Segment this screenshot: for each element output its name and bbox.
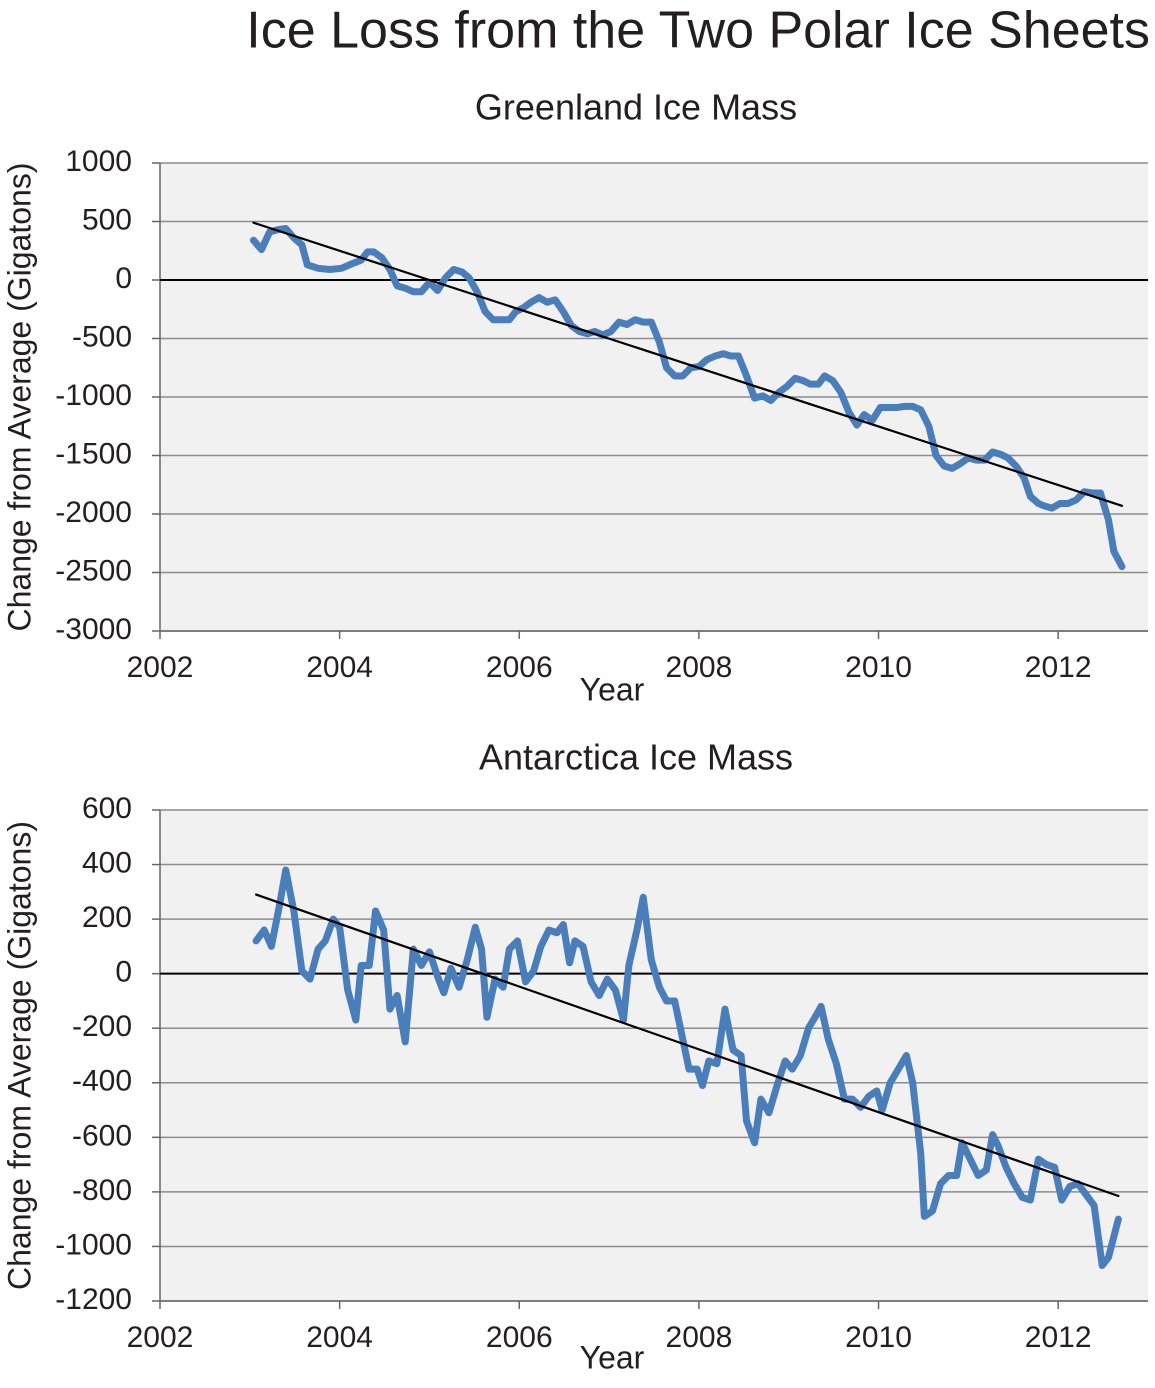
x-tick-label: 2004 (306, 1321, 373, 1354)
y-tick-label: -1000 (55, 379, 132, 412)
x-tick-label: 2006 (486, 1321, 553, 1354)
y-tick-label: -1200 (55, 1283, 132, 1316)
x-tick-label: 2010 (845, 1321, 912, 1354)
chart-title: Greenland Ice Mass (475, 87, 797, 128)
y-tick-label: -1500 (55, 437, 132, 470)
x-axis-label: Year (580, 1339, 645, 1375)
x-tick-label: 2006 (486, 651, 553, 684)
x-tick-label: 2010 (845, 651, 912, 684)
x-tick-label: 2008 (666, 1321, 733, 1354)
y-tick-label: 500 (82, 203, 132, 236)
y-tick-label: 0 (115, 956, 132, 989)
y-tick-label: -2500 (55, 554, 132, 587)
main-title: Ice Loss from the Two Polar Ice Sheets (246, 2, 1150, 60)
y-tick-label: -2000 (55, 496, 132, 529)
x-axis-label: Year (580, 671, 645, 707)
x-tick-label: 2002 (127, 651, 194, 684)
y-tick-label: -800 (72, 1174, 132, 1207)
y-axis-label: Change from Average (Gigatons) (1, 163, 37, 632)
x-tick-label: 2012 (1025, 1321, 1092, 1354)
y-tick-label: 1000 (65, 145, 132, 178)
x-tick-label: 2008 (666, 651, 733, 684)
chart-title: Antarctica Ice Mass (479, 737, 793, 778)
chart: Greenland Ice Mass -3000 -2500 -2000 -1500 -1… (1, 87, 1148, 707)
data-line (252, 866, 1122, 1270)
plot-area (160, 810, 1148, 1301)
y-tick-label: -400 (72, 1065, 132, 1098)
y-tick-label: 600 (82, 792, 132, 825)
y-tick-label: -600 (72, 1119, 132, 1152)
chart: Antarctica Ice Mass -1200 -1000 -800 -600 -40… (1, 737, 1148, 1375)
trend-line (255, 893, 1120, 1198)
y-tick-label: 400 (82, 846, 132, 879)
y-tick-label: 0 (115, 262, 132, 295)
y-axis-label: Change from Average (Gigatons) (1, 821, 37, 1290)
x-tick-label: 2012 (1025, 651, 1092, 684)
x-tick-label: 2002 (127, 1321, 194, 1354)
y-tick-label: -200 (72, 1010, 132, 1043)
trend-line (252, 221, 1124, 507)
x-tick-label: 2004 (306, 651, 373, 684)
y-tick-label: 200 (82, 901, 132, 934)
y-tick-label: -500 (72, 320, 132, 353)
y-tick-label: -1000 (55, 1228, 132, 1261)
y-tick-label: -3000 (55, 613, 132, 646)
